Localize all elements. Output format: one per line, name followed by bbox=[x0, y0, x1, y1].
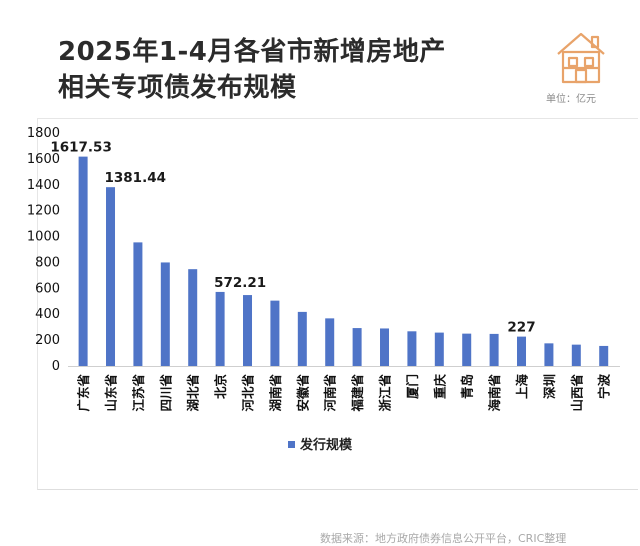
title-line-2: 相关专项债发布规模 bbox=[58, 73, 297, 103]
unit-label: 单位：亿元 bbox=[546, 94, 596, 105]
category-label: 山西省 bbox=[569, 374, 584, 412]
bar bbox=[188, 269, 198, 366]
bar bbox=[133, 242, 143, 366]
category-label: 上海 bbox=[515, 374, 530, 400]
category-label: 四川省 bbox=[158, 374, 173, 412]
y-tick-label: 400 bbox=[35, 307, 60, 322]
y-tick-label: 1800 bbox=[27, 126, 60, 141]
y-tick-label: 800 bbox=[35, 255, 60, 270]
category-label: 青岛 bbox=[460, 374, 475, 399]
y-tick-label: 1000 bbox=[27, 230, 60, 245]
bar bbox=[243, 295, 253, 366]
category-label: 湖北省 bbox=[186, 374, 201, 412]
category-label: 重庆 bbox=[432, 374, 447, 400]
house-logo-icon bbox=[557, 32, 605, 84]
category-label: 北京 bbox=[213, 374, 228, 400]
bar bbox=[270, 300, 280, 366]
bar bbox=[78, 156, 88, 366]
category-label: 宁波 bbox=[597, 374, 612, 400]
bar bbox=[434, 332, 444, 366]
y-tick-label: 1400 bbox=[27, 178, 60, 193]
legend-swatch bbox=[288, 441, 295, 448]
category-label: 山东省 bbox=[104, 374, 119, 412]
y-tick-label: 200 bbox=[35, 333, 60, 348]
y-tick-label: 0 bbox=[52, 359, 60, 374]
bar bbox=[352, 328, 362, 366]
data-label: 227 bbox=[507, 320, 535, 336]
category-label: 深圳 bbox=[542, 374, 557, 399]
category-label: 福建省 bbox=[350, 374, 365, 413]
chart-panel bbox=[37, 118, 638, 490]
bar bbox=[106, 187, 116, 366]
legend-label: 发行规模 bbox=[299, 437, 353, 453]
bar bbox=[571, 344, 581, 366]
bar bbox=[160, 262, 170, 366]
bar bbox=[489, 333, 499, 366]
category-label: 广东省 bbox=[76, 374, 91, 412]
title-line-1: 2025年1-4月各省市新增房地产 bbox=[58, 37, 446, 67]
category-label: 河南省 bbox=[323, 374, 338, 412]
category-label: 河北省 bbox=[241, 374, 256, 412]
data-label: 572.21 bbox=[214, 275, 266, 291]
chart-title: 2025年1-4月各省市新增房地产 相关专项债发布规模 bbox=[58, 34, 446, 106]
y-tick-label: 1600 bbox=[27, 152, 60, 167]
data-label: 1381.44 bbox=[105, 170, 167, 186]
bar bbox=[544, 343, 554, 366]
data-label: 1617.53 bbox=[50, 140, 112, 156]
category-label: 湖南省 bbox=[268, 374, 283, 412]
bar-chart: 0 200 400 600 800 1000 1200 1400 1600 1800 广东省 1617… bbox=[27, 126, 620, 453]
bar bbox=[462, 333, 472, 366]
source-note: 数据来源：地方政府债券信息公开平台，CRIC整理 bbox=[320, 532, 567, 545]
category-label: 厦门 bbox=[405, 374, 420, 399]
bar bbox=[297, 311, 307, 366]
category-label: 安徽省 bbox=[295, 374, 310, 412]
bar bbox=[407, 331, 417, 366]
bar bbox=[215, 291, 225, 366]
category-label: 江苏省 bbox=[131, 374, 146, 412]
y-tick-label: 600 bbox=[35, 281, 60, 296]
category-label: 海南省 bbox=[487, 374, 502, 412]
bar bbox=[325, 318, 335, 366]
category-label: 浙江省 bbox=[378, 374, 393, 412]
bar bbox=[380, 328, 390, 366]
bar bbox=[517, 336, 527, 366]
bar bbox=[599, 345, 609, 366]
y-tick-label: 1200 bbox=[27, 204, 60, 219]
